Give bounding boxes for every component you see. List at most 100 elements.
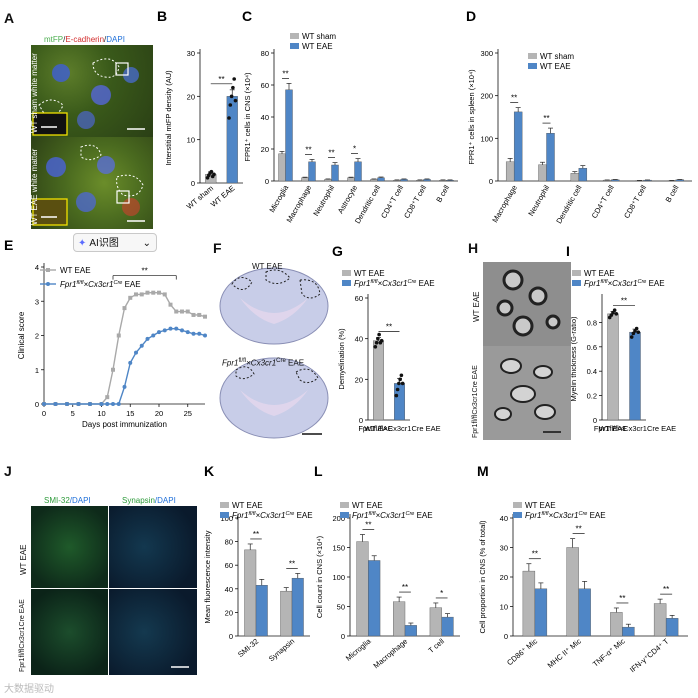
- data-point: [180, 328, 184, 333]
- legend-swatch: [220, 512, 229, 518]
- bar: [377, 177, 385, 182]
- bar: [538, 164, 547, 182]
- bar: [394, 383, 405, 421]
- y-tick-label: 40: [225, 585, 233, 594]
- y-tick-label: 0: [341, 632, 345, 641]
- data-point: [191, 331, 196, 336]
- x-tick-label: CD86⁺ Mic: [505, 636, 539, 667]
- panel-letter-l: L: [314, 463, 323, 479]
- panel-letter-a: A: [4, 10, 15, 26]
- data-point: [400, 381, 405, 386]
- y-tick-label: 0: [191, 179, 195, 188]
- bar: [629, 331, 641, 421]
- y-tick-label: 200: [480, 92, 493, 101]
- y-tick-label: 0.8: [587, 318, 597, 327]
- data-point: [151, 333, 156, 338]
- data-point: [145, 336, 150, 341]
- significance-label: *: [353, 145, 356, 154]
- y-tick-label: 60: [225, 561, 233, 570]
- data-point: [116, 333, 121, 338]
- bar: [226, 96, 238, 184]
- y-tick-label: 100: [332, 573, 345, 582]
- y-tick-label: 20: [355, 375, 363, 384]
- bar: [441, 616, 454, 637]
- y-tick-label: 4: [35, 263, 39, 272]
- panel-j-legend-right: Synapsin/DAPI: [122, 496, 176, 505]
- panel-letter-f: F: [213, 240, 222, 256]
- data-point: [197, 331, 202, 336]
- y-tick-label: 60: [261, 81, 269, 90]
- y-tick-label: 30: [187, 49, 195, 58]
- legend-label: WT EAE: [302, 42, 333, 51]
- bar: [354, 161, 362, 182]
- significance-label: **: [142, 267, 148, 276]
- data-point: [105, 395, 110, 400]
- panel-letter-m: M: [477, 463, 489, 479]
- legend-label: WT EAE: [60, 266, 91, 275]
- ai-image-recognition-button[interactable]: ✦ AI识图 ⌄: [73, 233, 157, 252]
- data-point: [636, 330, 641, 334]
- data-point: [111, 367, 115, 372]
- bar: [546, 133, 555, 182]
- x-tick-label: Microglia: [267, 183, 290, 214]
- data-point: [116, 402, 121, 406]
- y-axis-label: Myelin thickness (G-ratio): [569, 316, 578, 402]
- x-tick-label: WT EAE: [209, 184, 237, 209]
- legend-label: Fpr1fl/fl×Cx3cr1Cre EAE: [352, 511, 433, 520]
- bar: [393, 601, 406, 637]
- data-point: [168, 302, 173, 307]
- x-tick-label: WT EAE: [599, 424, 628, 433]
- x-tick-label: B cell: [434, 183, 451, 204]
- legend-swatch: [290, 43, 299, 49]
- data-point: [168, 326, 173, 331]
- bar: [308, 161, 316, 182]
- y-tick-label: 0: [229, 632, 233, 641]
- legend-label: Fpr1fl/fl×Cx3cr1Cre EAE: [60, 280, 141, 289]
- data-point: [122, 306, 127, 311]
- x-tick-label: CD8⁺T cell: [622, 183, 648, 220]
- bar: [534, 588, 548, 637]
- bar: [280, 590, 293, 637]
- data-point: [105, 402, 110, 406]
- legend-label: WT EAE: [525, 501, 556, 510]
- panel-j-legend-left: SMI-32/DAPI: [44, 496, 91, 505]
- x-tick-label: Synapsin: [267, 637, 296, 664]
- chart-l: L 0 50 100 150 200 Cell count in CNS (×10⁴) Mic…: [314, 463, 460, 670]
- data-point: [629, 335, 634, 339]
- bar: [423, 179, 431, 182]
- y-tick-label: 0.2: [587, 392, 597, 401]
- data-point: [634, 326, 639, 331]
- ai-button-label: AI识图: [89, 238, 119, 249]
- x-tick-label: IFN-γ⁺CD4⁺ T: [628, 636, 671, 674]
- legend-swatch: [572, 270, 581, 276]
- legend-swatch: [572, 280, 581, 286]
- legend-label: WT EAE: [354, 269, 385, 278]
- x-tick-label: WT EAE: [364, 424, 393, 433]
- data-point: [191, 312, 196, 317]
- bar: [610, 179, 620, 182]
- panel-a-legend: mtFP/E-cadherin/DAPI: [44, 35, 125, 44]
- x-tick-label: 5: [71, 409, 75, 418]
- y-tick-label: 0: [504, 632, 508, 641]
- data-point: [376, 336, 380, 341]
- panel-letter-j: J: [4, 463, 12, 479]
- data-point: [612, 308, 617, 312]
- x-tick-label: B cell: [664, 183, 681, 204]
- bar: [578, 167, 588, 182]
- legend-swatch: [340, 512, 349, 518]
- data-point: [151, 290, 156, 295]
- panel-letter-k: K: [204, 463, 214, 479]
- legend-label: Fpr1fl/fl×Cx3cr1Cre EAE: [525, 511, 606, 520]
- bar: [522, 570, 536, 637]
- data-point: [162, 328, 167, 333]
- y-tick-label: 0: [489, 177, 493, 186]
- legend-swatch: [528, 53, 537, 59]
- y-tick-label: 200: [332, 514, 345, 523]
- y-tick-label: 150: [332, 544, 345, 553]
- panel-letter-d: D: [466, 8, 476, 24]
- y-axis-label: Clinical score: [17, 311, 26, 359]
- significance-label: **: [253, 530, 259, 539]
- data-point: [139, 343, 144, 348]
- y-tick-label: 20: [225, 608, 233, 617]
- legend-label: WT EAE: [540, 62, 571, 71]
